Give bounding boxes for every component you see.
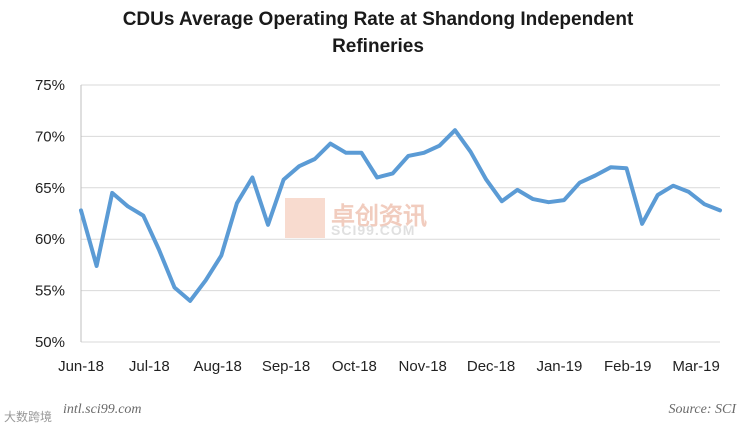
- x-tick-label: Mar-19: [672, 358, 720, 375]
- x-tick-label: Dec-18: [467, 358, 515, 375]
- x-tick-label: Jul-18: [129, 358, 170, 375]
- watermark-icon: [285, 197, 325, 238]
- x-tick-label: Feb-19: [604, 358, 652, 375]
- watermark-cn: 卓创资讯: [331, 203, 427, 230]
- y-tick-label: 60%: [35, 231, 65, 248]
- footer-source: Source: SCI: [668, 402, 736, 417]
- footer-site: intl.sci99.com: [63, 402, 142, 417]
- y-tick-label: 50%: [35, 334, 65, 351]
- x-tick-label: Nov-18: [399, 358, 447, 375]
- x-tick-label: Jun-18: [58, 358, 104, 375]
- x-tick-label: Oct-18: [332, 358, 377, 375]
- x-tick-label: Jan-19: [536, 358, 582, 375]
- chart-title: CDUs Average Operating Rate at Shandong …: [0, 6, 756, 60]
- corner-watermark: 大数跨境: [4, 410, 53, 424]
- y-tick-label: 75%: [35, 77, 65, 94]
- chart-title-line1: CDUs Average Operating Rate at Shandong …: [122, 9, 634, 30]
- series-line: [79, 128, 722, 303]
- y-tick-label: 65%: [35, 180, 65, 197]
- watermark-logo: 卓创资讯: [285, 196, 427, 238]
- watermark-en: SCI99.COM: [331, 222, 416, 238]
- x-tick-label: Aug-18: [193, 358, 241, 375]
- chart-title-line2: Refineries: [332, 36, 424, 57]
- y-tick-label: 55%: [35, 283, 65, 300]
- y-tick-label: 70%: [35, 128, 65, 145]
- x-tick-label: Sep-18: [262, 358, 310, 375]
